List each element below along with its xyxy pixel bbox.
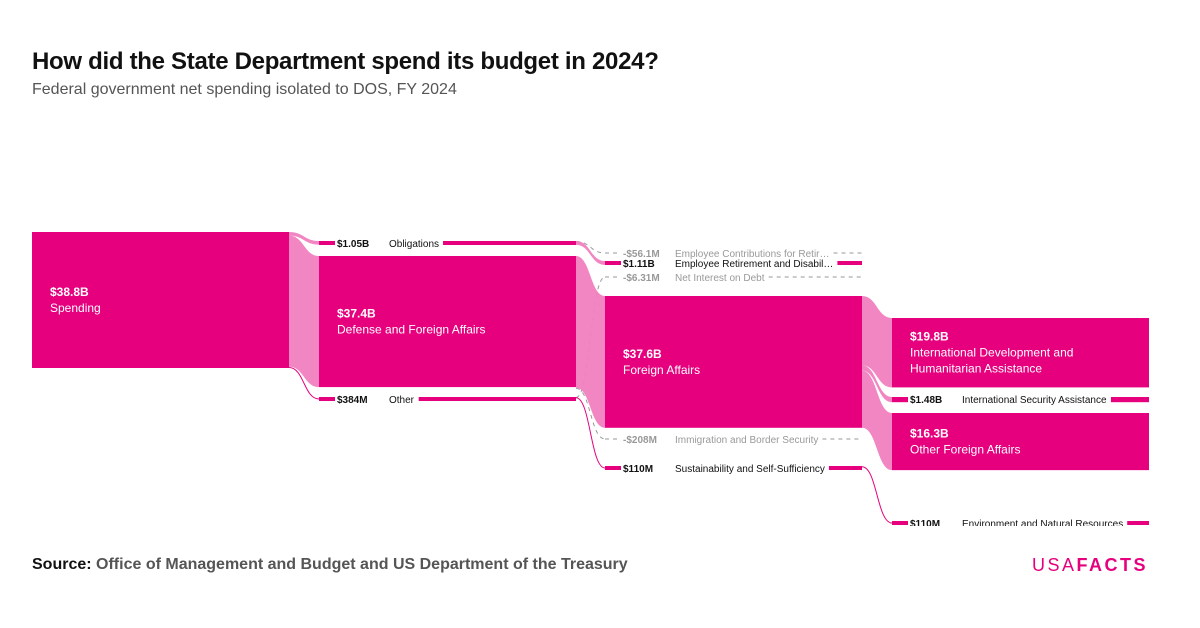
node-value-label: -$208M: [623, 435, 657, 446]
node-name-label: Foreign Affairs: [623, 363, 700, 377]
sankey-node-emp_contrib[interactable]: -$56.1M Employee Contributions for Retir…: [605, 249, 862, 260]
sankey-links: [288, 232, 893, 524]
node-value-label: $37.4B: [337, 307, 376, 321]
node-name-label: International Security Assistance: [962, 395, 1107, 406]
node-bar: [605, 261, 621, 265]
node-name-label: Employee Retirement and Disabil…: [675, 259, 833, 270]
node-name-label: Spending: [50, 301, 101, 315]
sankey-node-foreign[interactable]: $37.6B Foreign Affairs: [605, 296, 862, 428]
sankey-link-foreign-intl_dev: [862, 296, 892, 388]
node-name-label: Other Foreign Affairs: [910, 443, 1021, 457]
node-bar: [892, 521, 908, 525]
sankey-link-other-sustain: [575, 397, 606, 469]
node-value-label: $16.3B: [910, 427, 949, 441]
sankey-node-emp_retire[interactable]: $1.11B Employee Retirement and Disabil…: [605, 259, 862, 270]
node-name-label: Sustainability and Self-Sufficiency: [675, 464, 825, 475]
node-trail: [443, 241, 576, 245]
node-name-label: Net Interest on Debt: [675, 273, 765, 284]
usafacts-logo[interactable]: USAFACTS: [1032, 555, 1148, 576]
sankey-link-foreign-other_fa: [862, 370, 892, 471]
sankey-node-env[interactable]: $110M Environment and Natural Resources: [892, 519, 1149, 530]
sankey-node-other[interactable]: $384M Other: [319, 395, 576, 406]
node-name-label: International Development and: [910, 346, 1073, 360]
chart-title: How did the State Department spend its b…: [32, 48, 659, 75]
node-name-label: Environment and Natural Resources: [962, 519, 1123, 530]
sankey-node-sustain[interactable]: $110M Sustainability and Self-Sufficiency: [605, 464, 862, 475]
logo-usa: USA: [1031, 555, 1077, 575]
node-value-label: -$6.31M: [623, 273, 660, 284]
node-bar: [605, 466, 621, 470]
node-bar: [319, 241, 335, 245]
node-name-label: Other: [389, 395, 415, 406]
sankey-node-immigration[interactable]: -$208M Immigration and Border Security: [605, 435, 862, 446]
sankey-node-defense[interactable]: $37.4B Defense and Foreign Affairs: [319, 256, 576, 388]
sankey-link-spending-other: [288, 367, 320, 400]
sankey-link-sustain-env: [861, 466, 893, 524]
sankey-link-defense-foreign: [576, 256, 605, 428]
sankey-link-foreign-intl_sec: [862, 365, 892, 403]
node-bar: [605, 296, 862, 428]
sankey-link-spending-obligations: [289, 232, 319, 245]
node-trail: [418, 397, 576, 401]
node-trail: [1110, 397, 1149, 403]
node-name-label: Employee Contributions for Retir…: [675, 249, 830, 260]
node-bar: [319, 397, 335, 401]
node-name-label: Obligations: [389, 239, 439, 250]
node-value-label: $38.8B: [50, 285, 89, 299]
sankey-node-other_fa[interactable]: $16.3B Other Foreign Affairs: [892, 413, 1149, 471]
node-bar: [892, 413, 1149, 471]
sankey-node-intl_sec[interactable]: $1.48B International Security Assistance: [892, 395, 1149, 406]
source-line: Source: Office of Management and Budget …: [32, 556, 628, 574]
node-trail: [828, 466, 862, 470]
node-bar: [319, 256, 576, 388]
node-value-label: $19.8B: [910, 330, 949, 344]
node-name-label: Defense and Foreign Affairs: [337, 323, 486, 337]
node-trail: [837, 261, 862, 265]
node-bar: [892, 318, 1149, 388]
sankey-link-spending-defense: [289, 235, 319, 388]
sankey-node-net_interest[interactable]: -$6.31M Net Interest on Debt: [605, 273, 862, 284]
sankey-nodes: $38.8B Spending $1.05B Obligations $37.4B Def…: [32, 232, 1149, 530]
node-trail: [1127, 521, 1149, 525]
node-name-label: Immigration and Border Security: [675, 435, 818, 446]
node-value-label: $110M: [623, 464, 653, 475]
node-value-label: $384M: [337, 395, 368, 406]
node-value-label: $1.05B: [337, 239, 369, 250]
node-value-label: $1.11B: [623, 259, 655, 270]
node-bar: [32, 232, 289, 368]
sankey-node-spending[interactable]: $38.8B Spending: [32, 232, 289, 368]
node-name-label: Humanitarian Assistance: [910, 362, 1042, 376]
source-text: Office of Management and Budget and US D…: [96, 556, 628, 573]
node-value-label: $37.6B: [623, 347, 662, 361]
chart-subtitle: Federal government net spending isolated…: [32, 81, 457, 98]
node-value-label: $110M: [910, 519, 940, 530]
node-value-label: -$56.1M: [623, 249, 660, 260]
logo-facts: FACTS: [1076, 555, 1148, 575]
node-bar: [892, 397, 908, 403]
sankey-link-obligations-emp_retire: [576, 241, 605, 265]
sankey-link-defense-immigration: [575, 387, 606, 440]
sankey-node-obligations[interactable]: $1.05B Obligations: [319, 239, 576, 250]
node-value-label: $1.48B: [910, 395, 942, 406]
sankey-node-intl_dev[interactable]: $19.8B International Development and Human…: [892, 318, 1149, 388]
source-label: Source:: [32, 556, 92, 573]
